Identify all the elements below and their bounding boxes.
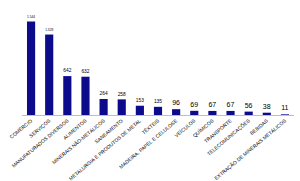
svg-text:TELECOMUNICAÇÕES: TELECOMUNICAÇÕES	[206, 117, 252, 157]
svg-text:11: 11	[281, 104, 288, 111]
svg-text:1.544: 1.544	[27, 15, 35, 19]
svg-text:TRANSPORTE: TRANSPORTE	[203, 117, 233, 144]
svg-text:MANUFATURADOS DIVERSOS: MANUFATURADOS DIVERSOS	[10, 117, 70, 168]
svg-text:TÊXTEIS: TÊXTEIS	[140, 116, 161, 135]
svg-text:BEBIDAS: BEBIDAS	[249, 117, 270, 136]
svg-text:ALIMENTOS: ALIMENTOS	[62, 117, 88, 141]
svg-text:258: 258	[118, 92, 126, 97]
svg-text:642: 642	[63, 68, 71, 73]
svg-text:56: 56	[245, 102, 253, 109]
svg-text:SERVIÇOS: SERVIÇOS	[28, 117, 52, 139]
svg-text:38: 38	[263, 103, 271, 110]
svg-text:VEÍCULOS: VEÍCULOS	[173, 117, 197, 138]
svg-text:632: 632	[81, 69, 89, 74]
svg-text:264: 264	[100, 91, 108, 96]
svg-text:96: 96	[172, 99, 180, 106]
svg-text:1.328: 1.328	[45, 28, 53, 32]
svg-text:QUÍMICOS: QUÍMICOS	[191, 117, 215, 138]
svg-text:67: 67	[208, 101, 216, 108]
svg-text:67: 67	[227, 101, 235, 108]
svg-text:MADEIRA, PAPEL E CELULOSE: MADEIRA, PAPEL E CELULOSE	[118, 117, 179, 170]
svg-text:METALURGIA E PRODUTOS DE METAL: METALURGIA E PRODUTOS DE METAL	[68, 117, 143, 181]
svg-text:EXTRAÇÃO DE MINERAIS METÁLICOS: EXTRAÇÃO DE MINERAIS METÁLICOS	[213, 117, 288, 181]
svg-text:135: 135	[154, 99, 162, 104]
svg-text:COMÉRCIO: COMÉRCIO	[8, 118, 33, 140]
svg-text:69: 69	[190, 101, 198, 108]
svg-text:MINERAIS NÃO-METÁLICOS: MINERAIS NÃO-METÁLICOS	[51, 117, 107, 165]
svg-text:SANEAMENTO: SANEAMENTO	[93, 118, 124, 145]
svg-text:153: 153	[136, 98, 144, 103]
